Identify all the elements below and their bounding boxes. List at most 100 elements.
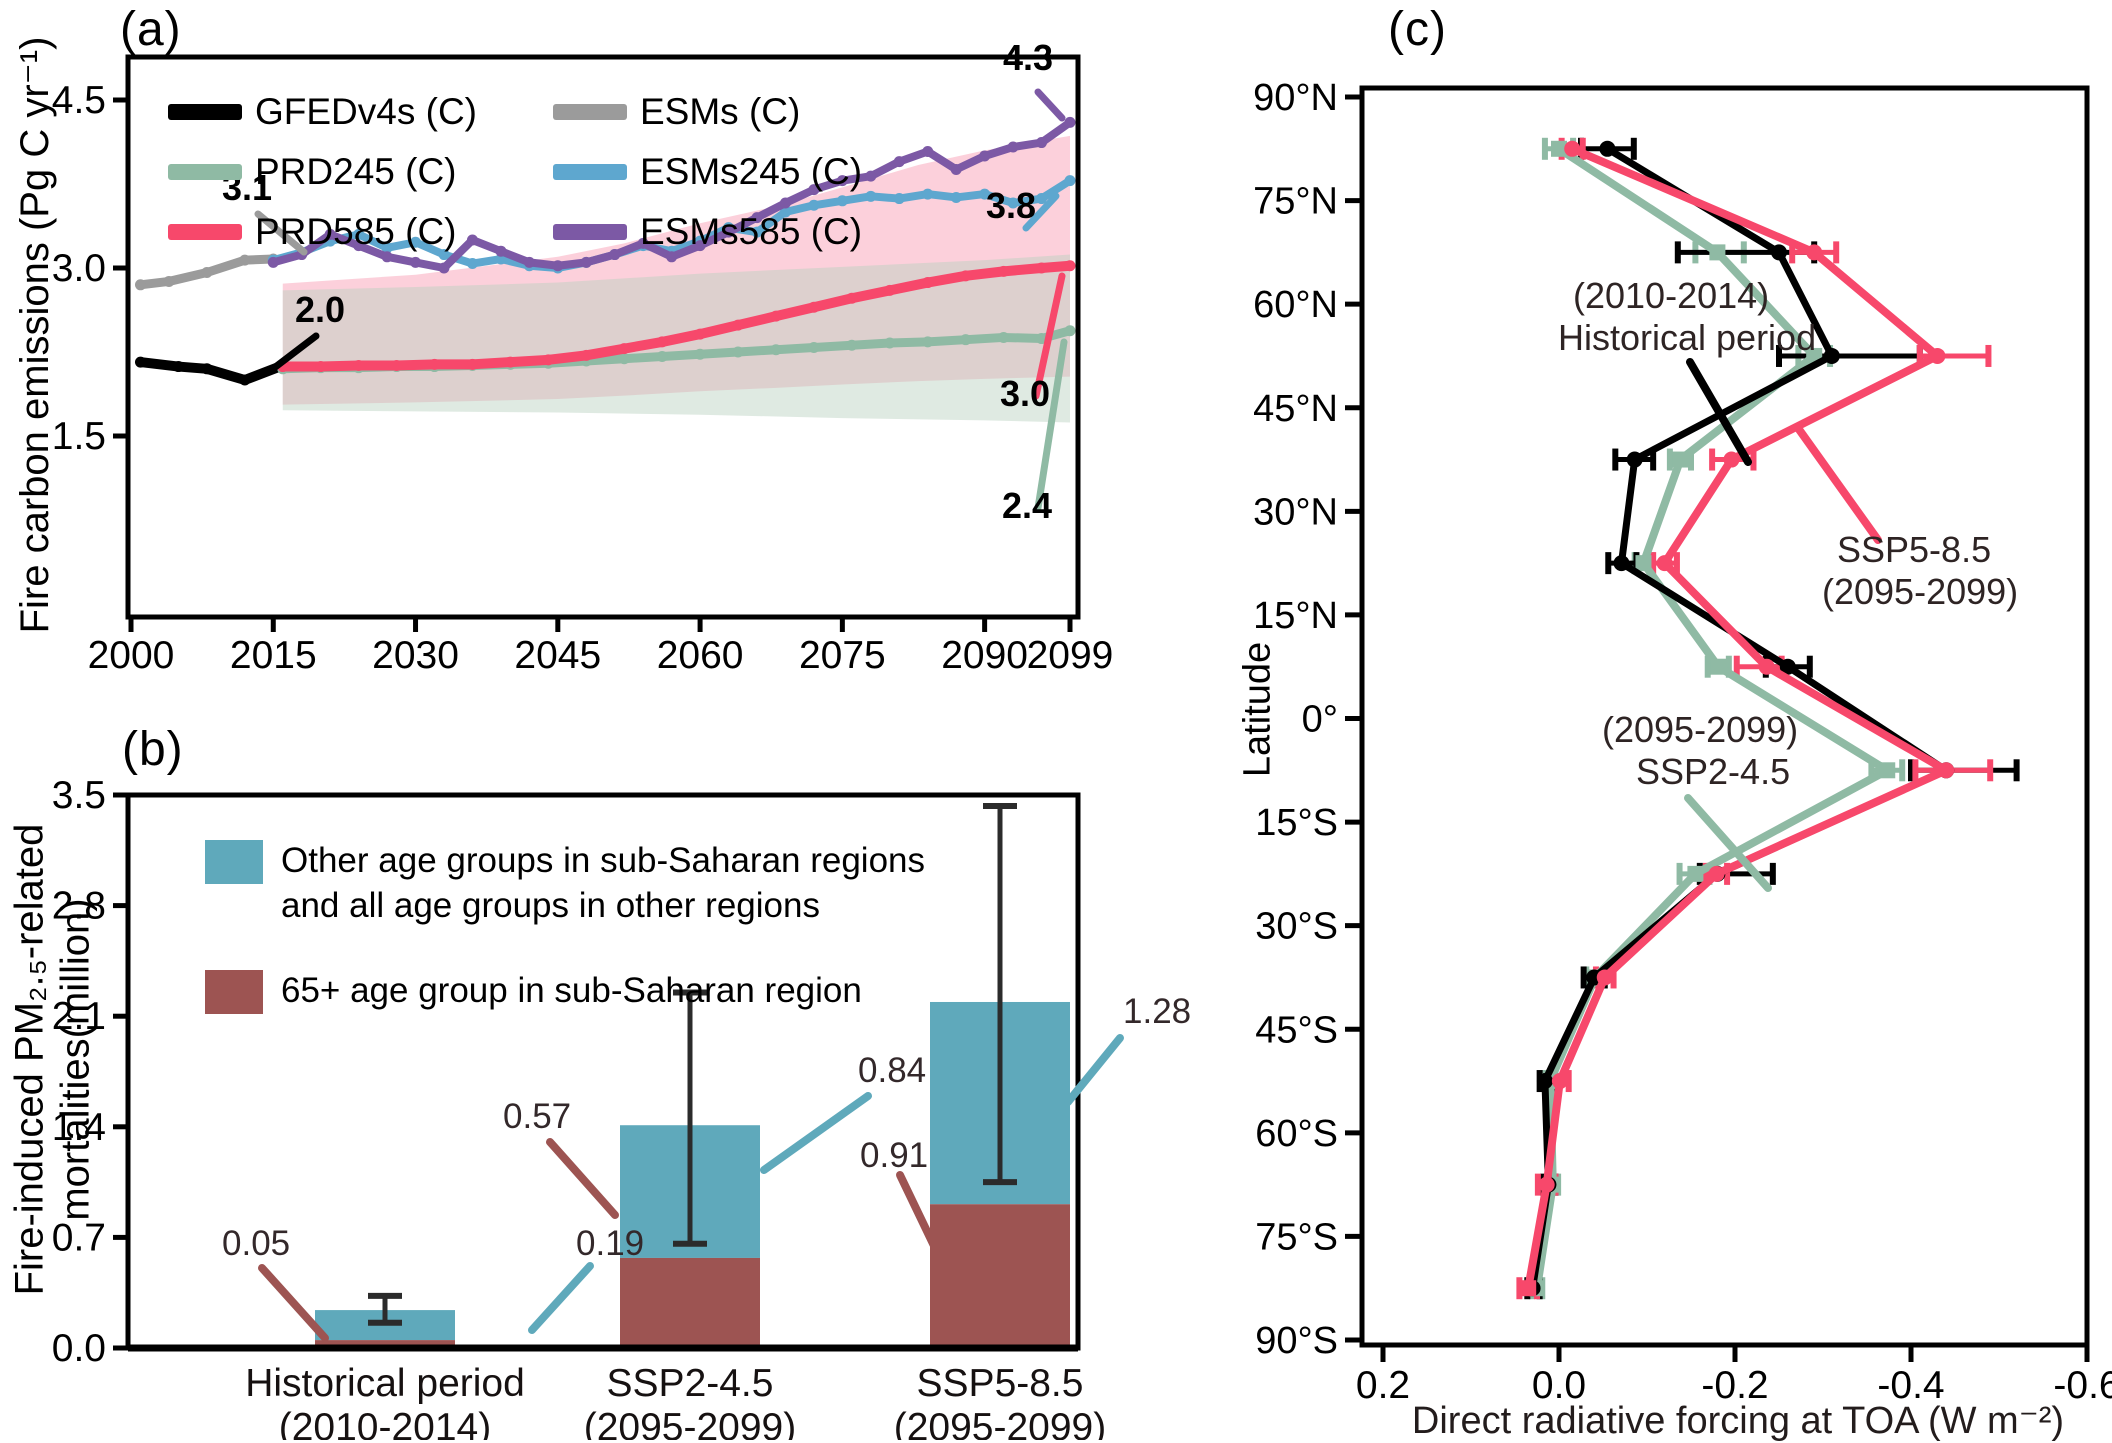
- legend-item-prd245-c-: PRD245 (C): [168, 142, 553, 202]
- annotation-leader-line: [258, 1264, 329, 1342]
- series-point-SSP5-8.5 (2095-2099): [1551, 1073, 1568, 1090]
- series-point-ESMs585 (C): [324, 228, 336, 240]
- series-point-Historical period (2010-2014): [1626, 451, 1643, 468]
- annotation-value: 0.05: [222, 1224, 290, 1263]
- series-point-SSP5-8.5 (2095-2099): [1723, 451, 1740, 468]
- series-point-Historical period (2010-2014): [1536, 1073, 1553, 1090]
- series-point-SSP5-8.5 (2095-2099): [1520, 1280, 1537, 1297]
- annotation-value: 4.3: [1003, 37, 1053, 78]
- legend-item-esms245-c-: ESMs245 (C): [553, 142, 862, 202]
- bar-category-label: (2095-2099): [894, 1406, 1106, 1440]
- panel-a-frame: [125, 54, 1081, 620]
- series-point-PRD245 (C): [884, 337, 896, 349]
- series-point-Historical period (2010-2014): [1779, 658, 1796, 675]
- series-point-ESMs585 (C): [694, 240, 706, 252]
- series-line-SSP2-4.5 (2095-2099): [1533, 144, 1892, 1293]
- series-point-SSP2-4.5 (2095-2099): [1635, 555, 1652, 572]
- series-point-SSP5-8.5 (2095-2099): [1758, 658, 1775, 675]
- series-point-PRD585 (C): [732, 319, 744, 331]
- x-tick-label: -0.4: [1877, 1364, 1944, 1407]
- legend-label: PRD245 (C): [255, 151, 457, 192]
- series-point-PRD585 (C): [1064, 260, 1076, 272]
- annotation-value: 0.84: [858, 1051, 926, 1090]
- series-point-PRD585 (C): [884, 284, 896, 296]
- legend-entry-1: 65+ age group in sub-Saharan region: [205, 968, 925, 1014]
- y-tick-label: 15°S: [1255, 802, 1338, 844]
- series-point-ESMs245 (C): [893, 193, 905, 205]
- bar-sub-saharan-65plus: [930, 1204, 1070, 1348]
- annotation-leader-line: [1022, 192, 1060, 232]
- y-tick-label: 0.7: [52, 1216, 106, 1259]
- series-point-ESMs245 (C): [779, 206, 791, 218]
- series-point-ESMs585 (C): [950, 163, 962, 175]
- series-point-SSP2-4.5 (2095-2099): [1551, 140, 1567, 157]
- annotation-value: 3.8: [986, 185, 1036, 226]
- annotation-text: (2010-2014): [1573, 275, 1769, 316]
- series-point-GFEDv4s (C): [134, 356, 146, 368]
- annotation-leader-line: [546, 1138, 619, 1219]
- y-tick-label: 90°S: [1255, 1320, 1338, 1362]
- legend-label: ESMs585 (C): [640, 211, 863, 252]
- series-point-Historical period (2010-2014): [1613, 555, 1630, 572]
- legend-item-gfedv4s-c-: GFEDv4s (C): [168, 82, 553, 142]
- series-point-ESMs245 (C): [836, 195, 848, 207]
- panel-c-y-axis-title: Latitude: [1236, 641, 1279, 778]
- x-tick-label: -0.2: [1701, 1364, 1768, 1407]
- series-point-ESMs585 (C): [609, 249, 621, 261]
- series-point-PRD585 (C): [315, 361, 327, 373]
- y-tick-label: 75°N: [1253, 181, 1338, 223]
- y-tick-label: 30°N: [1253, 491, 1338, 533]
- series-point-PRD245 (C): [618, 353, 630, 365]
- legend-label: GFEDv4s (C): [255, 91, 477, 132]
- x-tick-label: 2060: [657, 634, 744, 677]
- annotation-value: 3.0: [1000, 373, 1050, 414]
- series-point-PRD245 (C): [656, 350, 668, 362]
- legend-swatch-icon: [168, 164, 242, 180]
- series-point-SSP5-8.5 (2095-2099): [1596, 969, 1613, 986]
- x-tick-label: 2090: [941, 634, 1028, 677]
- panel-b-y-axis-title-line1: Fire-induced PM₂.₅-related: [7, 823, 52, 1296]
- legend-swatch-icon: [553, 164, 627, 180]
- series-point-SSP5-8.5 (2095-2099): [1929, 347, 1946, 364]
- series-point-ESMs245 (C): [979, 188, 991, 200]
- series-line-SSP5-8.5 (2095-2099): [1524, 144, 1951, 1293]
- x-tick-label: 2099: [1027, 634, 1114, 677]
- y-tick-label: 2.8: [52, 885, 106, 928]
- legend-swatch-icon: [205, 840, 263, 884]
- legend-item-esms-c-: ESMs (C): [553, 82, 862, 142]
- series-point-SSP5-8.5 (2095-2099): [1564, 140, 1581, 157]
- series-point-ESMs585 (C): [922, 146, 934, 158]
- annotation-leader-line: [1032, 272, 1066, 400]
- legend-label: Other age groups in sub-Saharan regions a…: [281, 838, 925, 928]
- series-line-PRD585 (C): [277, 260, 1075, 372]
- legend-label-line: 65+ age group in sub-Saharan region: [281, 971, 862, 1010]
- legend-label: PRD585 (C): [255, 211, 457, 252]
- annotation-leader-line: [1794, 424, 1882, 544]
- annotation-value: 1.28: [1123, 992, 1191, 1031]
- series-point-PRD245 (C): [694, 348, 706, 360]
- series-point-ESMs245 (C): [865, 190, 877, 202]
- annotation-leader-line: [528, 1262, 594, 1334]
- x-tick-label: 2075: [799, 634, 886, 677]
- annotation-leader-line: [270, 332, 320, 372]
- series-point-ESMs245 (C): [808, 199, 820, 211]
- series-point-ESMs585 (C): [381, 251, 393, 263]
- series-point-ESMs (C): [163, 275, 175, 287]
- series-point-ESMs245 (C): [950, 191, 962, 203]
- x-tick-label: 0.0: [1532, 1364, 1586, 1407]
- series-point-PRD245 (C): [1064, 325, 1076, 337]
- legend-swatch-icon: [168, 104, 242, 120]
- series-point-PRD585 (C): [580, 349, 592, 361]
- series-point-PRD585 (C): [846, 292, 858, 304]
- y-tick-label: 60°S: [1255, 1113, 1338, 1155]
- annotation-leader-line: [1684, 794, 1772, 892]
- annotation-text: Historical period: [1558, 317, 1816, 358]
- bar-category-label: SSP2-4.5: [607, 1362, 774, 1405]
- series-point-ESMs585 (C): [495, 245, 507, 257]
- series-line-Historical period (2010-2014): [1529, 145, 1950, 1292]
- annotation-leader-line: [254, 210, 308, 256]
- bar-category-label: SSP5-8.5: [917, 1362, 1084, 1405]
- annotation-value: 0.91: [860, 1136, 928, 1175]
- legend-swatch-icon: [168, 224, 242, 240]
